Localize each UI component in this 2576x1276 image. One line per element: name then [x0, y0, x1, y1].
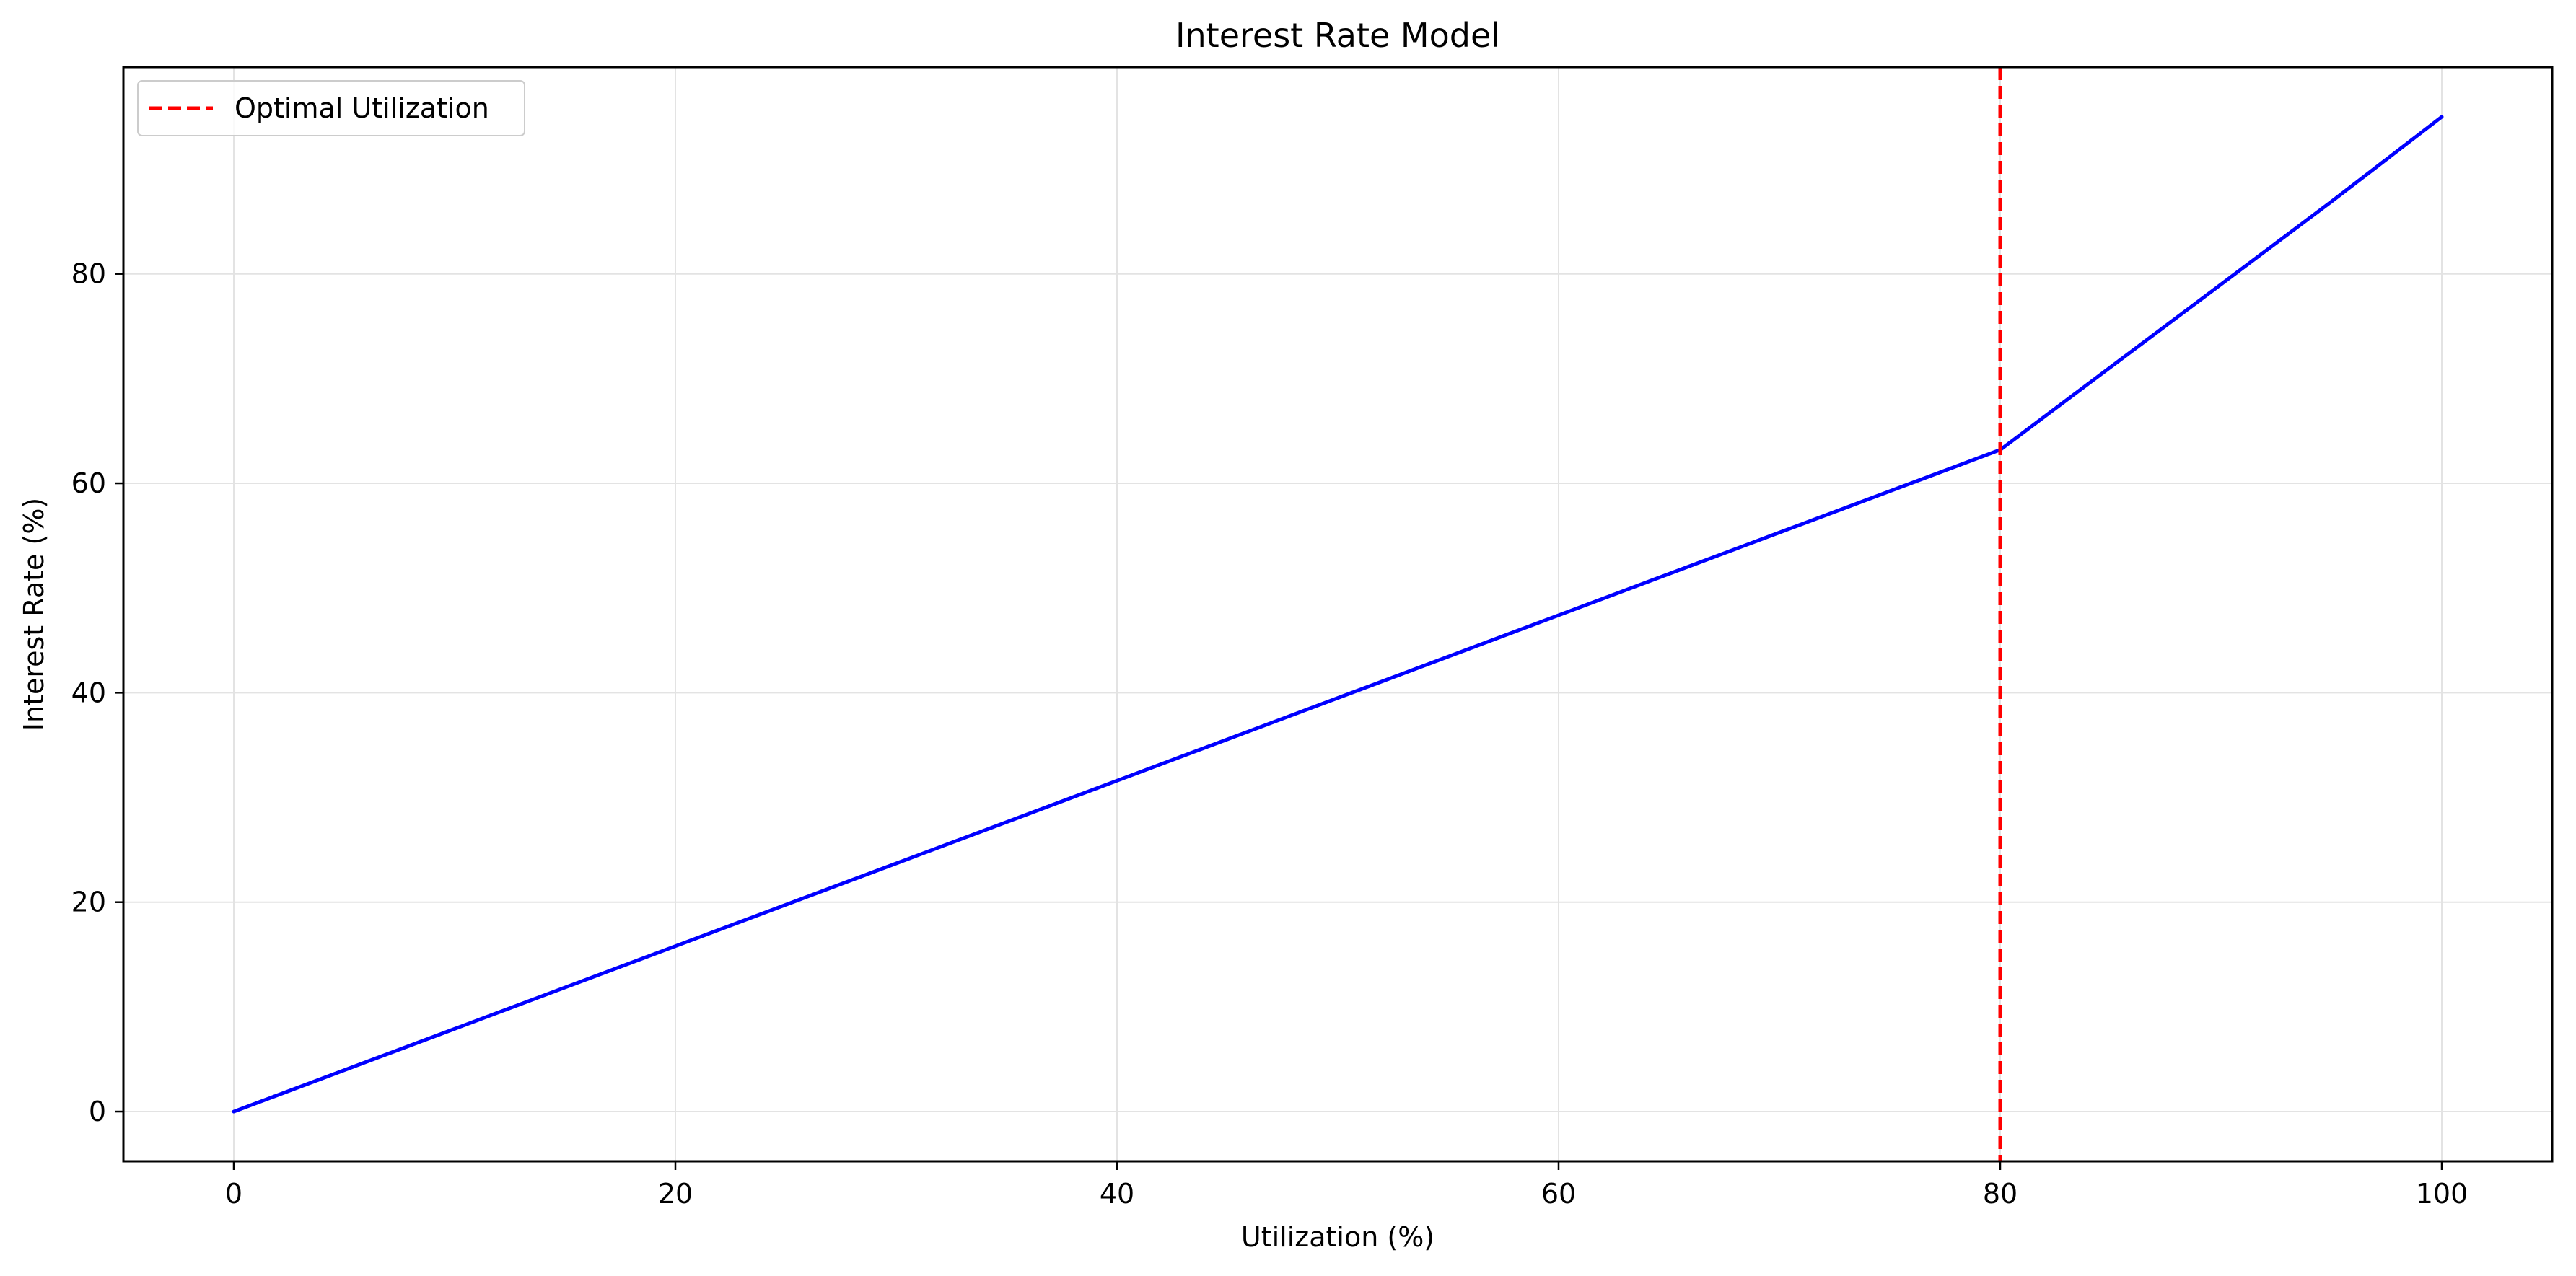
x-tick-label: 20 [658, 1178, 693, 1210]
y-axis-ticks: 0 20 40 60 80 [71, 258, 123, 1127]
x-tick-label: 80 [1983, 1178, 2018, 1210]
x-tick-label: 0 [225, 1178, 242, 1210]
plot-frame [122, 66, 2554, 1163]
x-axis-label: Utilization (%) [1241, 1221, 1434, 1253]
y-tick-label: 40 [71, 677, 106, 708]
series-layer [232, 115, 2444, 1114]
series-line [232, 115, 2444, 1114]
chart-title: Interest Rate Model [1175, 16, 1500, 55]
y-tick-label: 80 [71, 258, 106, 290]
x-tick-label: 100 [2416, 1178, 2468, 1210]
legend-label-optimal-utilization: Optimal Utilization [235, 92, 489, 124]
legend-box [137, 80, 525, 136]
y-tick-label: 60 [71, 467, 106, 499]
x-axis-ticks: 0 20 40 60 80 100 [225, 1161, 2468, 1210]
y-axis-label: Interest Rate (%) [18, 498, 50, 731]
x-tick-label: 40 [1100, 1178, 1134, 1210]
y-tick-label: 20 [71, 886, 106, 918]
y-tick-label: 0 [89, 1096, 106, 1127]
legend: Optimal Utilization [137, 80, 525, 136]
x-tick-label: 60 [1541, 1178, 1576, 1210]
